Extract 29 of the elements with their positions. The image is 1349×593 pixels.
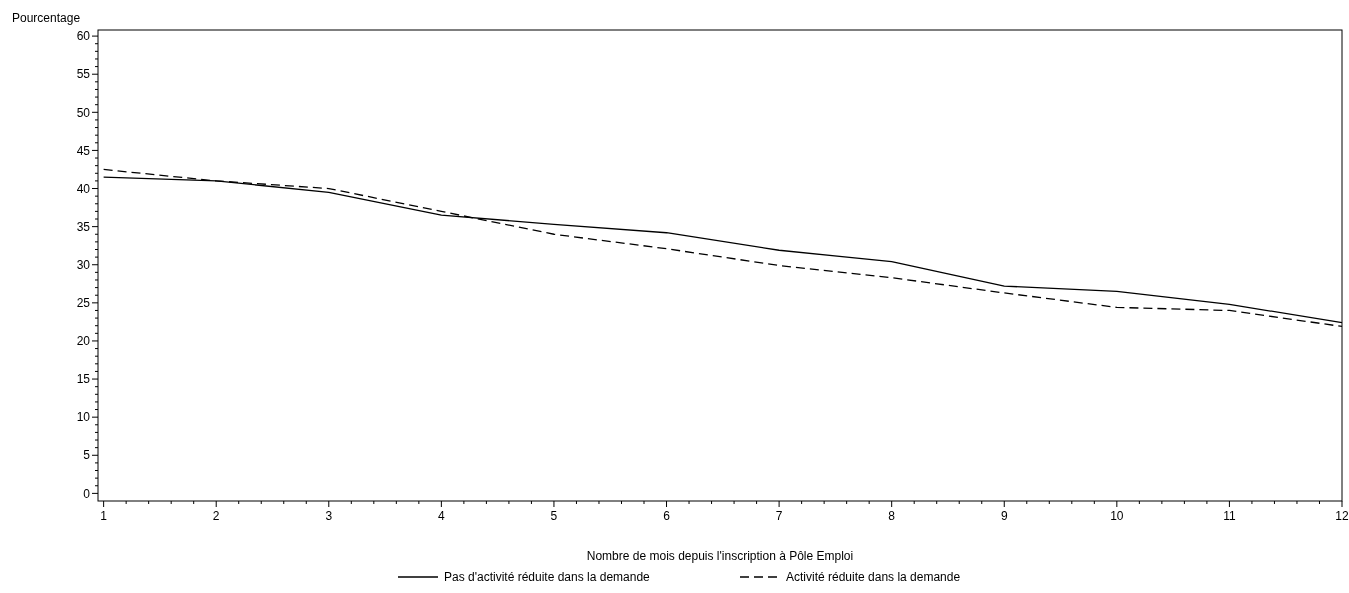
x-tick-label: 1 bbox=[100, 509, 108, 523]
y-tick-label: 60 bbox=[76, 29, 91, 44]
x-tick-label: 4 bbox=[438, 509, 446, 523]
y-tick-label: 20 bbox=[76, 334, 91, 349]
x-axis-title: Nombre de mois depuis l'inscription à Pôle Emploi bbox=[586, 549, 854, 563]
x-tick-label: 9 bbox=[1000, 509, 1008, 523]
y-tick-label: 30 bbox=[76, 257, 91, 272]
y-tick-label: 45 bbox=[76, 143, 91, 158]
y-tick-label: 25 bbox=[76, 296, 91, 311]
y-tick-label: 50 bbox=[76, 105, 91, 120]
x-tick-label: 5 bbox=[550, 509, 558, 523]
x-tick-label: 7 bbox=[775, 509, 783, 523]
y-tick-label: 35 bbox=[76, 219, 91, 234]
y-tick-label: 55 bbox=[76, 67, 91, 82]
legend-label: Activité réduite dans la demande bbox=[786, 570, 961, 584]
x-tick-label: 3 bbox=[325, 509, 333, 523]
x-tick-label: 8 bbox=[888, 509, 896, 523]
y-tick-label: 0 bbox=[83, 486, 91, 501]
x-tick-label: 12 bbox=[1335, 509, 1349, 523]
y-tick-label: 5 bbox=[83, 448, 91, 463]
x-tick-label: 6 bbox=[663, 509, 671, 523]
y-tick-label: 40 bbox=[76, 181, 91, 196]
x-tick-label: 11 bbox=[1223, 509, 1236, 523]
x-tick-label: 10 bbox=[1110, 509, 1124, 523]
y-axis-title: Pourcentage bbox=[12, 11, 81, 25]
y-tick-label: 15 bbox=[76, 372, 91, 387]
x-tick-label: 2 bbox=[212, 509, 220, 523]
legend-label: Pas d'activité réduite dans la demande bbox=[444, 570, 651, 584]
y-tick-label: 10 bbox=[76, 410, 91, 425]
